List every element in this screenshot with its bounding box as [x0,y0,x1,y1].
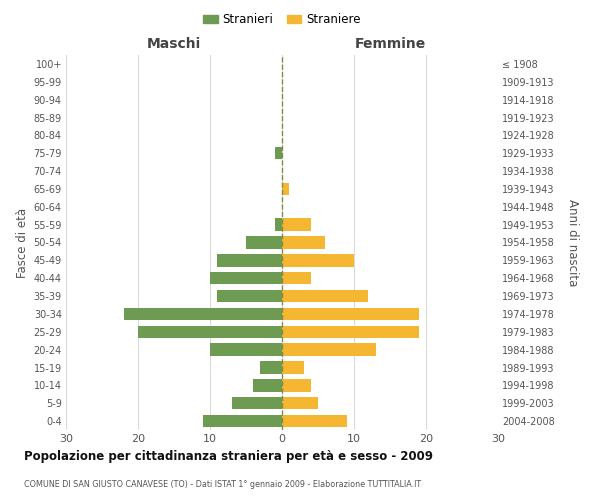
Bar [282,397,318,409]
Bar [282,308,419,320]
Bar [260,361,282,374]
Bar [282,361,304,374]
Text: Maschi: Maschi [147,38,201,52]
Bar [246,236,282,248]
Bar [138,326,282,338]
Bar [282,182,289,195]
Y-axis label: Anni di nascita: Anni di nascita [566,199,579,286]
Legend: Stranieri, Straniere: Stranieri, Straniere [199,8,365,31]
Bar [232,397,282,409]
Bar [282,326,419,338]
Bar [282,379,311,392]
Y-axis label: Fasce di età: Fasce di età [16,208,29,278]
Bar [275,147,282,160]
Bar [203,415,282,428]
Bar [282,236,325,248]
Bar [282,272,311,284]
Bar [282,344,376,356]
Bar [217,290,282,302]
Bar [282,254,354,266]
Bar [282,290,368,302]
Bar [282,218,311,231]
Bar [275,218,282,231]
Bar [210,272,282,284]
Bar [210,344,282,356]
Bar [282,415,347,428]
Bar [217,254,282,266]
Text: Femmine: Femmine [355,38,425,52]
Text: Popolazione per cittadinanza straniera per età e sesso - 2009: Popolazione per cittadinanza straniera p… [24,450,433,463]
Text: COMUNE DI SAN GIUSTO CANAVESE (TO) - Dati ISTAT 1° gennaio 2009 - Elaborazione T: COMUNE DI SAN GIUSTO CANAVESE (TO) - Dat… [24,480,421,489]
Bar [124,308,282,320]
Bar [253,379,282,392]
